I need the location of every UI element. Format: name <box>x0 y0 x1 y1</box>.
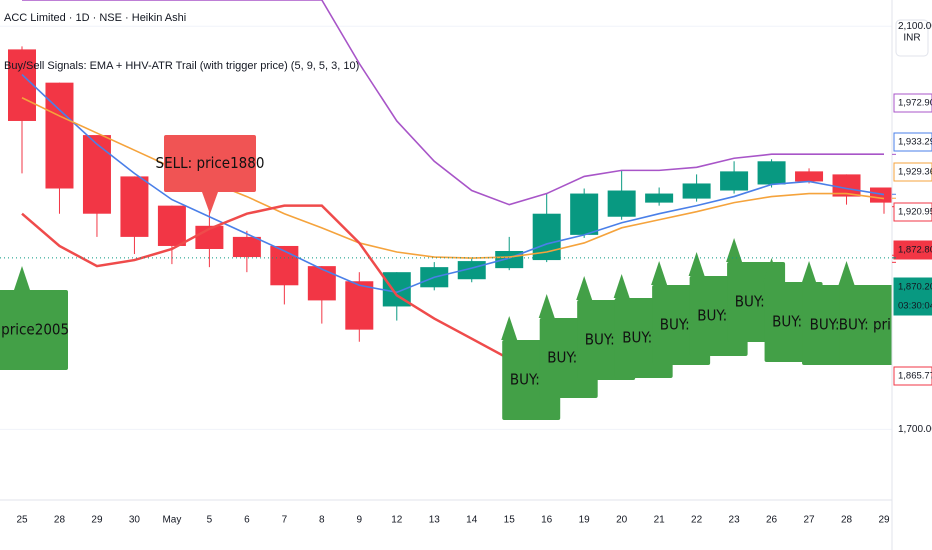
x-tick-label: 29 <box>91 515 103 526</box>
x-tick-label: 20 <box>616 515 628 526</box>
candle-body <box>232 236 261 258</box>
price-label-box <box>893 162 932 182</box>
candle-body <box>607 190 636 217</box>
annotation-pointer <box>501 316 518 340</box>
x-tick-label: 14 <box>466 515 478 526</box>
annotation: BUY: pric <box>838 261 899 365</box>
price-label-box <box>893 240 932 260</box>
annotation-pointer <box>14 266 30 290</box>
x-tick-label: 8 <box>319 515 325 526</box>
candle-body <box>645 193 674 203</box>
price-label-box <box>893 202 932 222</box>
currency[interactable]: INR <box>903 33 920 44</box>
annotation-pointer <box>688 252 705 276</box>
indicator-line <box>21 74 885 294</box>
candle-body <box>82 135 111 214</box>
price-label: 1,870.20 <box>898 282 932 293</box>
price-label-box <box>893 366 932 386</box>
annotation-box <box>164 135 256 192</box>
candle-body <box>270 245 299 286</box>
x-tick-label: 5 <box>207 515 213 526</box>
x-tick-label: 28 <box>841 515 853 526</box>
annotation-text: SELL: price1880 <box>156 154 265 172</box>
x-tick-label: 26 <box>766 515 778 526</box>
annotation-text: BUY: pric <box>839 316 899 334</box>
x-tick-label: 30 <box>129 515 141 526</box>
annotation-pointer <box>613 274 630 298</box>
candle-body <box>757 161 786 185</box>
price-label: 1,865.77 <box>898 371 932 382</box>
annotation-text: BUY: price2005 <box>0 321 69 339</box>
price-label: 1,933.29 <box>898 137 932 148</box>
candle-body <box>720 171 749 191</box>
x-tick-label: 12 <box>391 515 403 526</box>
candle-body <box>570 193 599 235</box>
x-tick-label: 23 <box>729 515 741 526</box>
symbol-title: ACC Limited · 1D · NSE · Heikin Ashi <box>4 12 186 24</box>
price-label: 1,972.90 <box>898 98 932 109</box>
candle-body <box>307 266 336 301</box>
annotation-box <box>839 285 892 365</box>
price-label-box <box>893 296 932 316</box>
x-tick-label: 27 <box>803 515 815 526</box>
x-tick-label: 6 <box>244 515 250 526</box>
price-label-box <box>893 93 932 113</box>
x-tick-label: 21 <box>654 515 666 526</box>
price-label: 1,920.95 <box>898 207 932 218</box>
candle-body <box>45 82 74 189</box>
x-tick-label: 7 <box>282 515 288 526</box>
candle-body <box>795 171 824 182</box>
indicator-title: Buy/Sell Signals: EMA + HHV-ATR Trail (w… <box>4 60 359 72</box>
x-tick-label: 25 <box>16 515 28 526</box>
price-label: 1,872.80 <box>898 245 932 256</box>
candle-body <box>870 187 892 203</box>
x-tick-label: 16 <box>541 515 553 526</box>
x-tick-label: 29 <box>878 515 890 526</box>
x-tick-label: 13 <box>429 515 441 526</box>
annotation-pointer <box>838 261 855 285</box>
x-tick-label: 28 <box>54 515 66 526</box>
candle-body <box>832 174 861 197</box>
x-tick-label: 19 <box>579 515 591 526</box>
annotation-pointer <box>651 261 668 285</box>
price-label-box <box>893 132 932 152</box>
candle-body <box>8 49 36 121</box>
x-tick-label: 22 <box>691 515 703 526</box>
price-label: 03:30:04 <box>898 301 932 312</box>
currency-box[interactable] <box>895 19 929 57</box>
annotation-box <box>0 290 68 370</box>
annotation: BUY: price2005 <box>0 266 69 370</box>
candle-body <box>120 176 149 237</box>
candle-body <box>157 205 186 246</box>
candle-body <box>345 281 374 330</box>
y-tick-label: 2,100.00 <box>898 21 932 32</box>
price-label-box <box>893 277 932 297</box>
annotation-pointer <box>726 238 743 262</box>
x-tick-label: 15 <box>504 515 516 526</box>
y-tick-label: 1,700.00 <box>898 424 932 435</box>
indicator-line <box>21 97 885 259</box>
annotation: SELL: price1880 <box>156 135 265 214</box>
annotation-pointer <box>763 258 780 282</box>
indicator-line <box>22 0 884 206</box>
price-label: 1,929.36 <box>898 167 932 178</box>
annotation-pointer <box>538 294 555 318</box>
annotation-pointer <box>576 276 593 300</box>
candle-body <box>682 183 711 199</box>
x-tick-label: 9 <box>357 515 363 526</box>
annotation-pointer <box>202 192 218 214</box>
x-tick-label: May <box>162 515 181 526</box>
annotation-pointer <box>801 261 818 285</box>
indicator-line <box>21 204 510 360</box>
